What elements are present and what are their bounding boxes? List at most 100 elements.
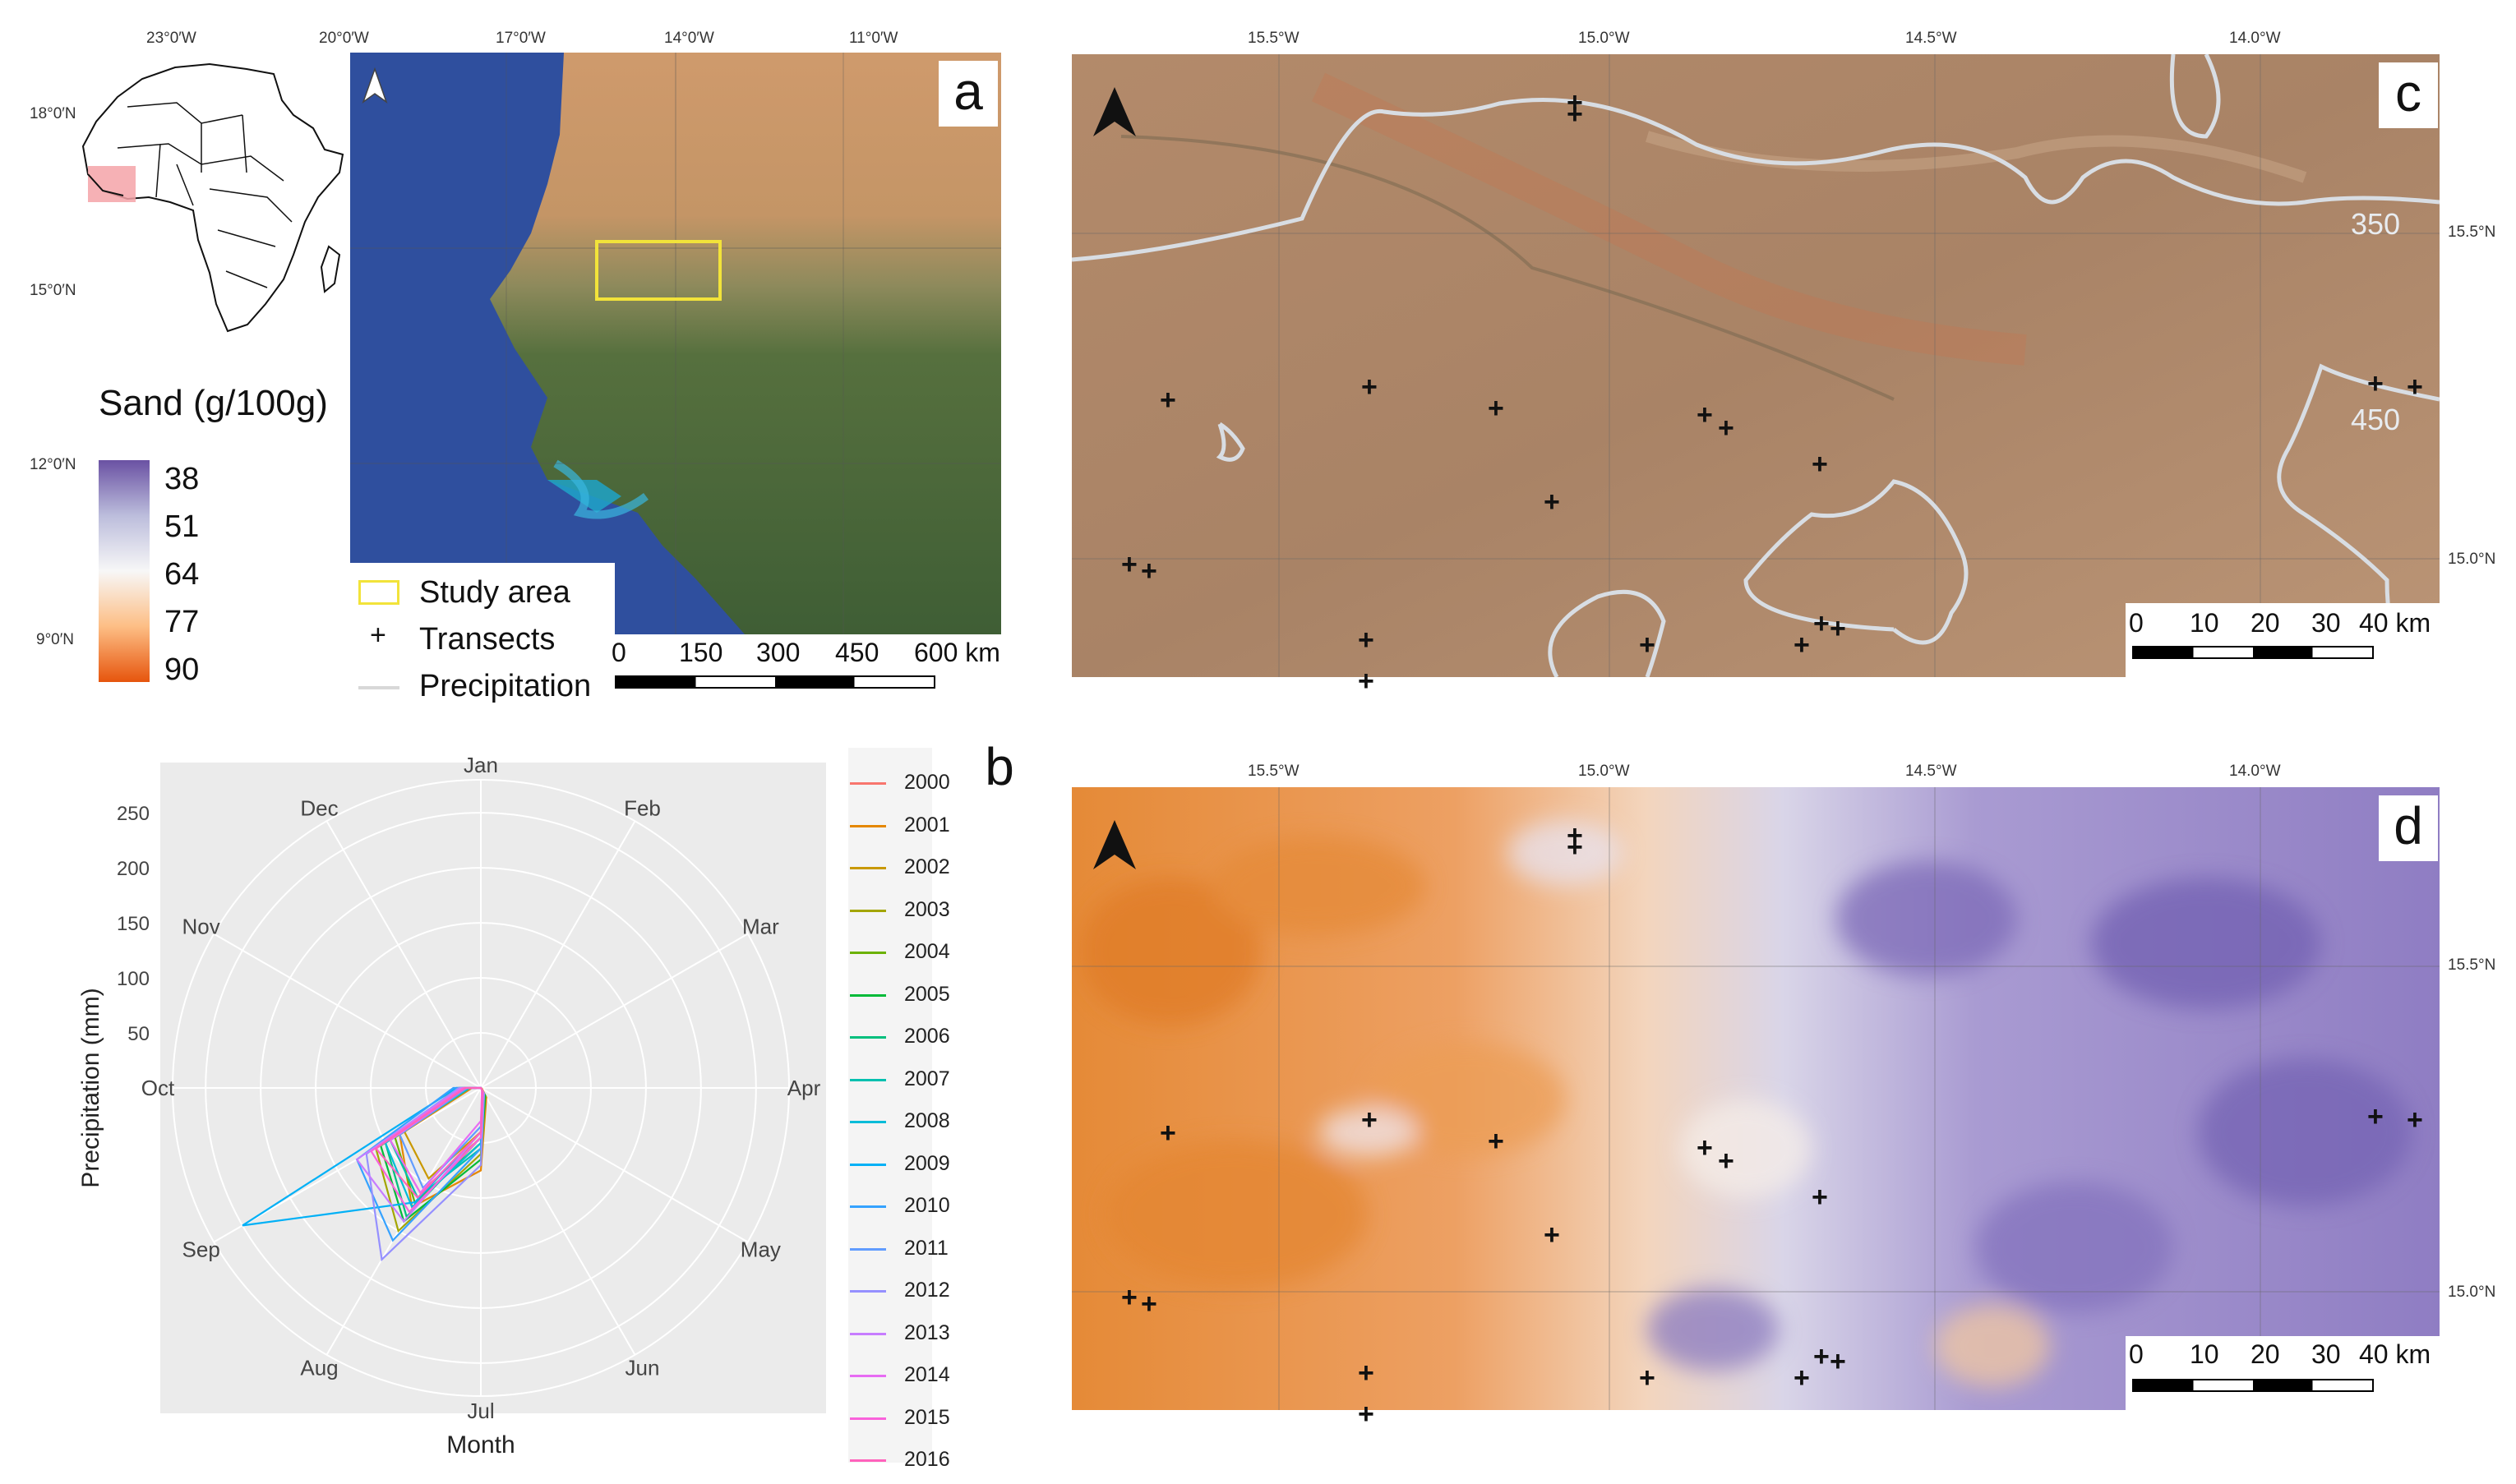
scalebar-d bbox=[2132, 1379, 2374, 1392]
month-label: Dec bbox=[300, 796, 338, 821]
panel-letter-c: c bbox=[2379, 62, 2438, 128]
scalebar-label: 10 bbox=[2190, 608, 2219, 638]
legend-label-2008: 2008 bbox=[904, 1109, 950, 1132]
legend-item-study-area: Study area bbox=[419, 575, 570, 610]
legend-key-2014 bbox=[850, 1375, 886, 1377]
transect-cross-icon: + bbox=[1544, 486, 1560, 518]
inset-lon-tick: 11°0′W bbox=[849, 30, 898, 47]
month-label: Jul bbox=[467, 1399, 494, 1423]
legend-key-2005 bbox=[850, 993, 886, 997]
inset-lat-tick: 9°0′N bbox=[36, 631, 75, 648]
transect-cross-icon: + bbox=[1697, 1132, 1713, 1164]
lon-tick: 15.0°W bbox=[1578, 30, 1630, 47]
scalebar-label: 40 km bbox=[2359, 608, 2431, 638]
transect-cross-icon: + bbox=[1830, 613, 1846, 644]
radial-tick-label: 150 bbox=[117, 913, 150, 935]
sand-colorbar bbox=[99, 460, 150, 682]
lat-tick: 15.5°N bbox=[2448, 224, 2496, 241]
transect-cross-icon: + bbox=[2367, 1101, 2384, 1132]
inset-lon-tick: 14°0′W bbox=[664, 30, 714, 47]
transect-cross-icon: + bbox=[1141, 555, 1157, 587]
transect-cross-icon: + bbox=[1160, 1118, 1176, 1149]
series-line-2012 bbox=[365, 1086, 486, 1262]
legend-label-2009: 2009 bbox=[904, 1151, 950, 1175]
legend-key-2012 bbox=[850, 1290, 886, 1293]
legend-key-2009 bbox=[850, 1163, 886, 1166]
transect-cross-icon: + bbox=[1718, 1145, 1734, 1177]
month-spoke bbox=[325, 820, 482, 1089]
radial-tick-label: 100 bbox=[117, 968, 150, 990]
transect-cross-icon: + bbox=[2407, 371, 2423, 403]
scalebar-label: 10 bbox=[2190, 1339, 2219, 1369]
month-spoke bbox=[480, 1087, 636, 1356]
legend-key-2007 bbox=[850, 1078, 886, 1081]
legend-item-transects: Transects bbox=[419, 622, 556, 657]
scalebar-label: 30 bbox=[2311, 608, 2341, 638]
scalebar-label: 0 bbox=[2129, 1339, 2144, 1369]
transect-cross-icon: + bbox=[1358, 1399, 1374, 1430]
north-arrow-icon bbox=[1093, 87, 1136, 136]
inset-lon-tick: 20°0′W bbox=[319, 30, 369, 47]
legend-key-2008 bbox=[850, 1121, 886, 1123]
lon-tick: 15.5°W bbox=[1248, 30, 1300, 47]
precipitation-swatch bbox=[358, 686, 399, 689]
scalebar-bg bbox=[2126, 1336, 2440, 1410]
legend-label-2016: 2016 bbox=[904, 1448, 950, 1471]
isohyet-label: 450 bbox=[2351, 403, 2401, 436]
colorbar-tick: 77 bbox=[164, 605, 200, 639]
inset-lat-tick: 12°0′N bbox=[30, 456, 76, 473]
north-arrow-icon bbox=[1093, 820, 1136, 869]
legend-label-2013: 2013 bbox=[904, 1320, 950, 1344]
legend-label-2001: 2001 bbox=[904, 813, 950, 836]
legend-key-2004 bbox=[850, 952, 886, 954]
legend-key-2006 bbox=[850, 1036, 886, 1039]
scalebar-label: 20 bbox=[2251, 608, 2280, 638]
scalebar-label: 0 bbox=[612, 638, 626, 667]
legend-label-2014: 2014 bbox=[904, 1363, 950, 1386]
legend-item-precipitation: Precipitation bbox=[419, 669, 592, 703]
africa-inset-map bbox=[81, 62, 344, 333]
month-spoke bbox=[480, 820, 636, 1089]
radial-tick-label: 50 bbox=[127, 1023, 150, 1045]
transect-cross-icon: + bbox=[1697, 399, 1713, 431]
transect-cross-icon: + bbox=[1813, 608, 1830, 639]
transect-cross-icon: + bbox=[1812, 1182, 1828, 1213]
legend-label-2005: 2005 bbox=[904, 982, 950, 1006]
legend-label-2012: 2012 bbox=[904, 1279, 950, 1302]
scalebar-label: 150 bbox=[679, 638, 723, 667]
sand-content-map bbox=[1072, 787, 2440, 1410]
study-area-satellite-map bbox=[1072, 54, 2440, 677]
lon-tick: 14.5°W bbox=[1905, 763, 1957, 780]
legend-title: Sand (g/100g) bbox=[99, 383, 328, 423]
transect-cross-icon: + bbox=[1567, 820, 1583, 851]
radial-tick-label: 250 bbox=[117, 803, 150, 825]
colorbar-tick: 38 bbox=[164, 462, 200, 496]
transect-cross-icon: + bbox=[1141, 1288, 1157, 1320]
month-label: Oct bbox=[141, 1076, 175, 1100]
legend-label-2010: 2010 bbox=[904, 1194, 950, 1217]
inset-lat-tick: 15°0′N bbox=[30, 282, 76, 299]
transect-cross-icon: + bbox=[1830, 1346, 1846, 1377]
scalebar-c bbox=[2132, 646, 2374, 659]
lat-tick: 15.0°N bbox=[2448, 1284, 2496, 1301]
transect-markers: + + + + + + + + + + + + + + + + + + + bbox=[1072, 54, 2440, 695]
study-area-swatch bbox=[358, 580, 399, 605]
transect-cross-icon: + bbox=[1361, 371, 1378, 403]
scalebar-label: 0 bbox=[2129, 608, 2144, 638]
legend-label-2007: 2007 bbox=[904, 1067, 950, 1090]
legend-label-2006: 2006 bbox=[904, 1025, 950, 1048]
legend-key-2000 bbox=[850, 782, 886, 785]
scalebar-label: 30 bbox=[2311, 1339, 2341, 1369]
legend-key-2001 bbox=[850, 824, 886, 827]
month-label: Mar bbox=[742, 915, 779, 939]
panel-letter-a: a bbox=[939, 61, 998, 127]
inset-lon-tick: 23°0′W bbox=[146, 30, 196, 47]
legend-key-2015 bbox=[850, 1417, 886, 1420]
month-spoke bbox=[480, 1087, 749, 1243]
colorbar-tick: 51 bbox=[164, 509, 200, 544]
transect-cross-icon: + bbox=[1358, 666, 1374, 697]
inset-lat-tick: 18°0′N bbox=[30, 105, 76, 122]
transect-cross-icon: + bbox=[1812, 449, 1828, 480]
isohyet-lines bbox=[1072, 54, 2440, 677]
legend-key-2013 bbox=[850, 1332, 886, 1335]
